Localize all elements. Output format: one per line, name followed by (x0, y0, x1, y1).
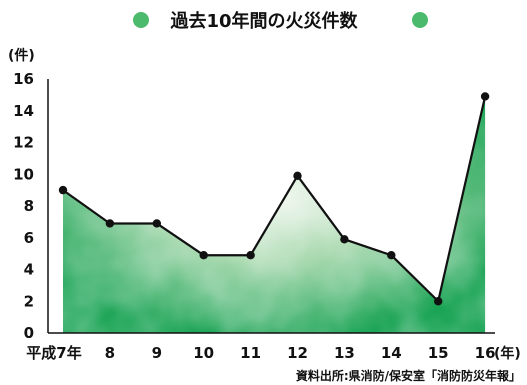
x-tick-label: 8 (105, 344, 115, 362)
x-tick-label: 14 (381, 344, 402, 362)
x-tick-label: 11 (240, 344, 261, 362)
data-point (105, 219, 115, 228)
y-axis-unit: (件) (8, 47, 35, 64)
data-point (58, 185, 68, 195)
x-axis-ticks: 平成7年 8 9 10 11 12 13 14 15 16 (26, 344, 495, 362)
y-tick-label: 2 (24, 292, 34, 310)
data-point (199, 251, 208, 260)
series-line (62, 96, 487, 303)
y-tick-label: 10 (13, 165, 34, 183)
data-point (340, 235, 349, 244)
data-point (480, 92, 490, 101)
data-point (246, 251, 255, 260)
y-tick-label: 14 (13, 102, 34, 120)
x-tick-label: 13 (334, 344, 355, 362)
y-tick-label: 8 (24, 197, 34, 215)
source-note: 資料出所:県消防/保安室「消防防災年報」 (296, 368, 521, 383)
data-point (434, 297, 443, 306)
x-tick-label: 9 (152, 344, 162, 362)
data-point (293, 171, 302, 181)
x-tick-label: 10 (193, 344, 214, 362)
data-point (152, 219, 161, 228)
title-bullet-right-icon (412, 12, 428, 28)
y-tick-label: 16 (13, 70, 34, 88)
chart-title: 過去10年間の火災件数 (170, 10, 358, 32)
y-tick-label: 4 (24, 261, 34, 279)
series-points (58, 92, 490, 306)
x-tick-label: 15 (428, 344, 449, 362)
title-bullet-left-icon (133, 12, 149, 28)
y-tick-label: 0 (24, 324, 34, 342)
y-tick-label: 6 (24, 229, 34, 247)
data-point (387, 251, 396, 260)
x-tick-label: 12 (287, 344, 308, 362)
y-tick-label: 12 (13, 134, 34, 152)
y-axis-ticks: 0 2 4 6 8 10 12 14 16 (13, 70, 34, 342)
x-tick-label: 16 (475, 344, 496, 362)
chart-title-group: 過去10年間の火災件数 (133, 10, 428, 32)
x-tick-label: 平成7年 (26, 344, 81, 362)
x-axis-unit: (年) (494, 345, 521, 362)
